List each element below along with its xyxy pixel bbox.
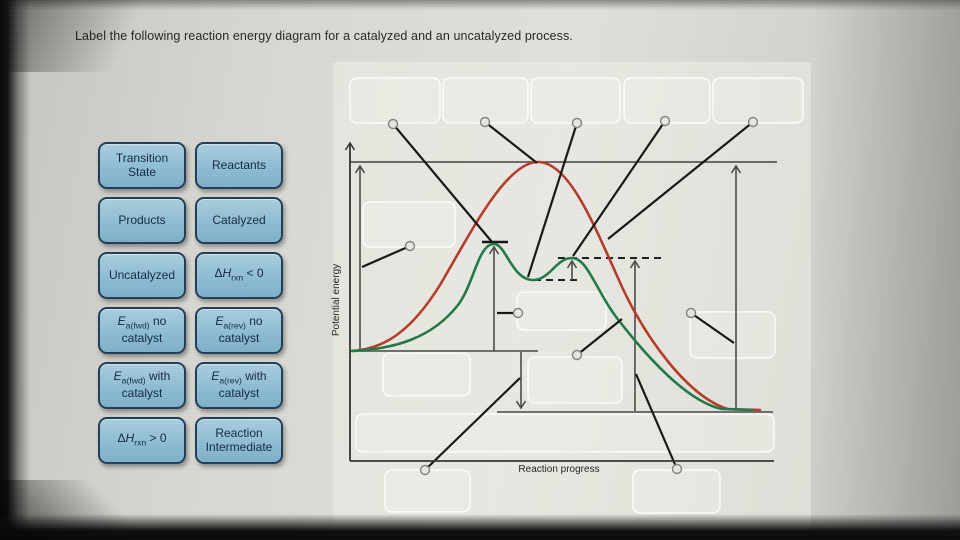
drop-target-right[interactable]	[689, 311, 776, 359]
label-tile-bank: Transition State Reactants Products Catalyz…	[98, 142, 283, 464]
leader-to-ea-rev-cat-arrow	[634, 373, 679, 470]
drop-target-bottom-1[interactable]	[384, 469, 471, 513]
tile-reactants[interactable]: Reactants	[195, 142, 283, 189]
leader-to-catalyzed-ts1	[392, 123, 493, 243]
leader-to-right-arrow	[690, 312, 735, 344]
tile-dh-rxn-negative[interactable]: ΔHrxn < 0	[195, 252, 283, 299]
leader-to-catalyzed-ts2	[572, 120, 666, 257]
tile-ea-fwd-with-catalyst[interactable]: Ea(fwd) with catalyst	[98, 362, 186, 409]
leader-anchor-to-ea-rev-cat-arrow	[671, 463, 683, 475]
leader-to-uncatalyzed-ts	[484, 121, 538, 164]
leader-anchor-to-dh-arrow	[419, 464, 431, 476]
leader-anchor-to-catalyzed-ts1	[387, 118, 399, 130]
drop-target-products-strip[interactable]	[355, 413, 775, 453]
screen-bezel-left	[0, 0, 30, 540]
leader-anchor-to-left-arrow	[404, 240, 416, 252]
photo-shade-right	[810, 0, 960, 540]
leader-anchor-to-green-curve	[571, 349, 583, 361]
tile-ea-rev-with-catalyst[interactable]: Ea(rev) with catalyst	[195, 362, 283, 409]
leader-anchor-to-right-arrow	[685, 307, 697, 319]
drop-target-top-5[interactable]	[712, 77, 804, 124]
tile-dh-rxn-positive[interactable]: ΔHrxn > 0	[98, 417, 186, 464]
leader-anchor-to-catalyzed-ts2	[659, 115, 671, 127]
tile-transition-state[interactable]: Transition State	[98, 142, 186, 189]
leader-to-dh-arrow	[424, 377, 521, 471]
photo-shadow-top-left	[0, 0, 230, 72]
leader-to-green-curve	[576, 318, 623, 356]
drop-target-middle[interactable]	[516, 291, 607, 331]
leader-to-red-curve	[607, 121, 754, 240]
drop-target-mid-lower[interactable]	[527, 356, 623, 404]
leader-anchor-to-ts1-arrow	[512, 307, 524, 319]
uncatalyzed-curve	[350, 160, 762, 412]
drop-target-top-1[interactable]	[349, 77, 441, 124]
tile-ea-fwd-no-catalyst[interactable]: Ea(fwd) no catalyst	[98, 307, 186, 354]
photo-shadow-top	[0, 0, 960, 10]
photo-shadow-bottom-left	[0, 480, 190, 540]
leader-anchor-to-uncatalyzed-ts	[479, 116, 491, 128]
tile-uncatalyzed[interactable]: Uncatalyzed	[98, 252, 186, 299]
catalyzed-curve	[350, 242, 754, 412]
x-axis-label: Reaction progress	[518, 464, 599, 475]
drop-target-bottom-2[interactable]	[632, 469, 721, 514]
tile-ea-rev-no-catalyst[interactable]: Ea(rev) no catalyst	[195, 307, 283, 354]
y-axis-label: Potential energy	[331, 264, 342, 336]
leader-anchor-to-red-curve	[747, 116, 759, 128]
drop-target-top-3[interactable]	[530, 77, 621, 124]
tile-catalyzed[interactable]: Catalyzed	[195, 197, 283, 244]
leader-to-left-arrow	[361, 244, 411, 269]
drop-target-left[interactable]	[362, 201, 456, 248]
drop-target-inner-bottom-left[interactable]	[382, 352, 471, 397]
leader-to-intermediate	[526, 122, 579, 278]
drop-target-top-2[interactable]	[442, 77, 529, 124]
tile-reaction-intermediate[interactable]: Reaction Intermediate	[195, 417, 283, 464]
tile-products[interactable]: Products	[98, 197, 186, 244]
leader-anchor-to-intermediate	[571, 117, 583, 129]
